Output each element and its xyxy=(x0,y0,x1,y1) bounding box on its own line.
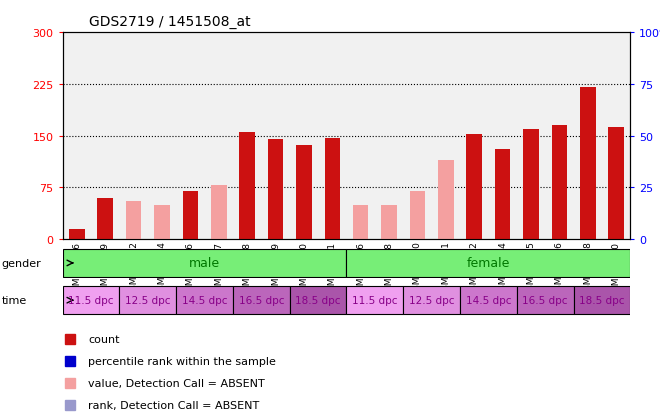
Bar xyxy=(495,150,510,240)
Bar xyxy=(119,33,148,240)
Bar xyxy=(574,33,602,240)
Text: 16.5 dpc: 16.5 dpc xyxy=(523,295,568,306)
Bar xyxy=(211,186,226,240)
Bar xyxy=(148,33,176,240)
Text: gender: gender xyxy=(1,258,41,268)
Bar xyxy=(63,287,119,314)
Bar xyxy=(176,33,205,240)
Bar xyxy=(318,33,346,240)
Text: rank, Detection Call = ABSENT: rank, Detection Call = ABSENT xyxy=(88,399,259,410)
Text: female: female xyxy=(467,257,510,270)
Bar xyxy=(353,205,368,240)
Bar xyxy=(63,33,91,240)
Text: male: male xyxy=(189,257,220,270)
Bar xyxy=(240,133,255,240)
Bar xyxy=(296,145,312,240)
Bar xyxy=(346,287,403,314)
Text: GDS2719 / 1451508_at: GDS2719 / 1451508_at xyxy=(89,15,251,29)
Bar xyxy=(545,33,574,240)
Bar xyxy=(346,249,630,277)
Bar xyxy=(183,191,198,240)
Bar xyxy=(580,88,595,240)
Bar xyxy=(69,229,84,240)
Bar xyxy=(403,33,432,240)
Text: percentile rank within the sample: percentile rank within the sample xyxy=(88,356,276,366)
Bar xyxy=(233,33,261,240)
Text: 11.5 dpc: 11.5 dpc xyxy=(352,295,397,306)
Bar xyxy=(290,33,318,240)
Bar xyxy=(460,33,488,240)
Bar xyxy=(176,287,233,314)
Text: 14.5 dpc: 14.5 dpc xyxy=(182,295,227,306)
Bar xyxy=(205,33,233,240)
Bar xyxy=(98,198,113,240)
Bar xyxy=(290,287,346,314)
Bar xyxy=(460,287,517,314)
Bar xyxy=(268,140,283,240)
Bar xyxy=(523,129,539,240)
Bar xyxy=(517,33,545,240)
Text: time: time xyxy=(1,295,26,306)
Bar xyxy=(488,33,517,240)
Bar xyxy=(91,33,119,240)
Bar xyxy=(154,205,170,240)
Bar xyxy=(609,128,624,240)
Bar xyxy=(403,287,460,314)
Text: 12.5 dpc: 12.5 dpc xyxy=(125,295,170,306)
Bar xyxy=(119,287,176,314)
Bar xyxy=(261,33,290,240)
Bar xyxy=(233,287,290,314)
Bar xyxy=(325,138,340,240)
Bar xyxy=(63,249,346,277)
Text: 14.5 dpc: 14.5 dpc xyxy=(466,295,511,306)
Text: count: count xyxy=(88,335,119,344)
Bar xyxy=(467,134,482,240)
Bar xyxy=(602,33,630,240)
Text: 12.5 dpc: 12.5 dpc xyxy=(409,295,454,306)
Text: 18.5 dpc: 18.5 dpc xyxy=(579,295,624,306)
Bar xyxy=(432,33,460,240)
Text: 16.5 dpc: 16.5 dpc xyxy=(239,295,284,306)
Bar xyxy=(517,287,574,314)
Bar xyxy=(574,287,630,314)
Bar xyxy=(438,160,453,240)
Bar xyxy=(126,202,141,240)
Text: value, Detection Call = ABSENT: value, Detection Call = ABSENT xyxy=(88,378,265,388)
Bar xyxy=(410,191,425,240)
Bar xyxy=(375,33,403,240)
Bar xyxy=(552,126,567,240)
Text: 11.5 dpc: 11.5 dpc xyxy=(69,295,114,306)
Text: 18.5 dpc: 18.5 dpc xyxy=(296,295,341,306)
Bar xyxy=(346,33,375,240)
Bar xyxy=(381,205,397,240)
